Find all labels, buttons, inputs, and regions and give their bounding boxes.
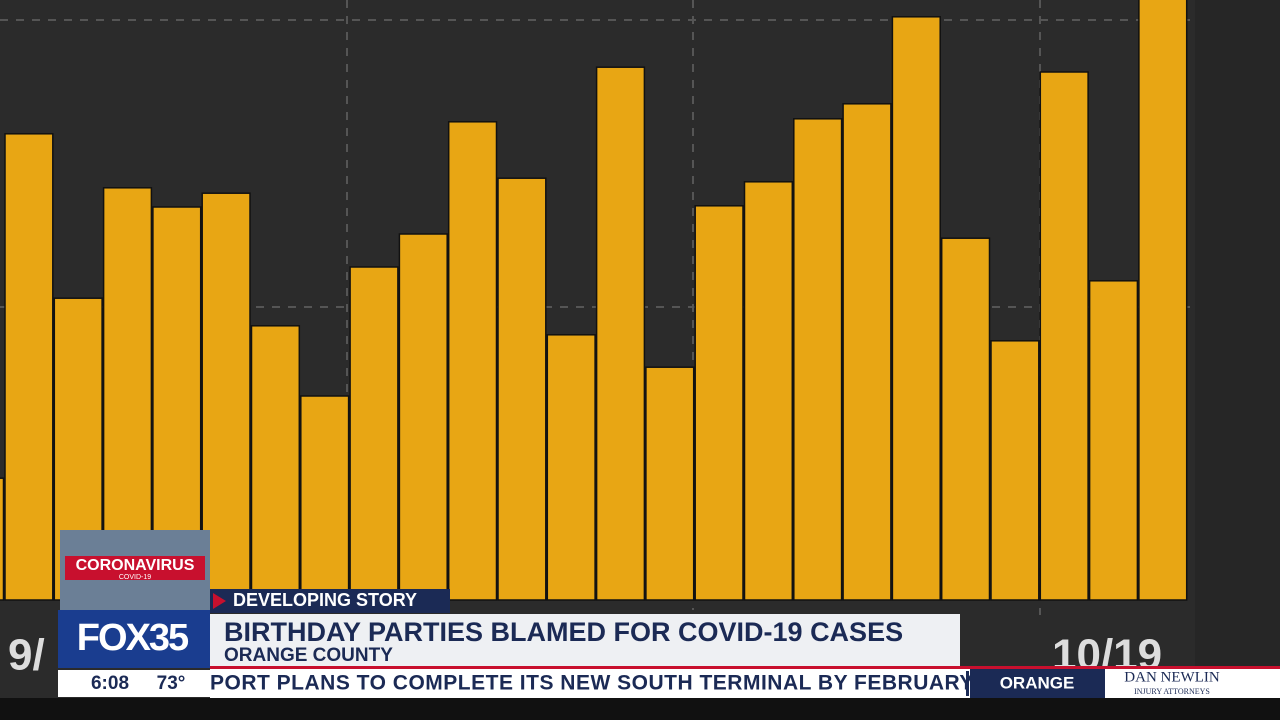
background-right [1195, 0, 1280, 670]
bottom-strip [0, 698, 1280, 720]
tag: DEVELOPING STORY [233, 590, 417, 610]
bar [250, 325, 301, 601]
bug-title: CORONAVIRUS [76, 557, 195, 574]
ticker: PORT PLANS TO COMPLETE ITS NEW SOUTH TER… [210, 672, 974, 695]
ticker-divider [966, 671, 969, 696]
headline: BIRTHDAY PARTIES BLAMED FOR COVID-19 CAS… [224, 617, 903, 647]
ticker-tag-box [970, 669, 1105, 698]
time: 6:08 [91, 673, 129, 694]
temperature: 73° [157, 673, 186, 694]
bar [990, 340, 1040, 601]
time-box [58, 670, 210, 697]
bar [398, 233, 448, 601]
bar [1088, 280, 1139, 601]
station-logo: FOX35 [77, 617, 189, 659]
ticker-box [210, 669, 970, 698]
bar [595, 66, 646, 601]
tag-arrow [213, 593, 226, 609]
bar [891, 16, 941, 601]
station-box [58, 610, 210, 668]
bar [300, 395, 350, 601]
sponsor: DAN NEWLIN [1124, 669, 1220, 685]
bar [694, 205, 744, 601]
subhead: ORANGE COUNTY [224, 645, 393, 666]
bar [645, 366, 695, 601]
bar [743, 181, 794, 601]
bar [447, 121, 498, 601]
sponsor-sub: INJURY ATTORNEYS [1134, 687, 1210, 696]
bug-sub: COVID-19 [119, 574, 151, 581]
bug-band [65, 556, 205, 580]
ticker-tag: ORANGE [1000, 673, 1075, 692]
bar [940, 237, 991, 601]
bar [1039, 71, 1089, 601]
bar [842, 103, 892, 601]
bar [349, 266, 399, 601]
red-rule [210, 666, 1280, 669]
bar [546, 334, 596, 601]
x-label: 9/ [8, 631, 45, 680]
bar [793, 118, 843, 601]
bar [497, 177, 547, 601]
bar [4, 133, 54, 601]
tag-box [210, 589, 450, 613]
bar [1138, 0, 1188, 601]
bar [0, 477, 5, 601]
headline-box [210, 614, 960, 666]
sponsor-box [1105, 669, 1280, 698]
